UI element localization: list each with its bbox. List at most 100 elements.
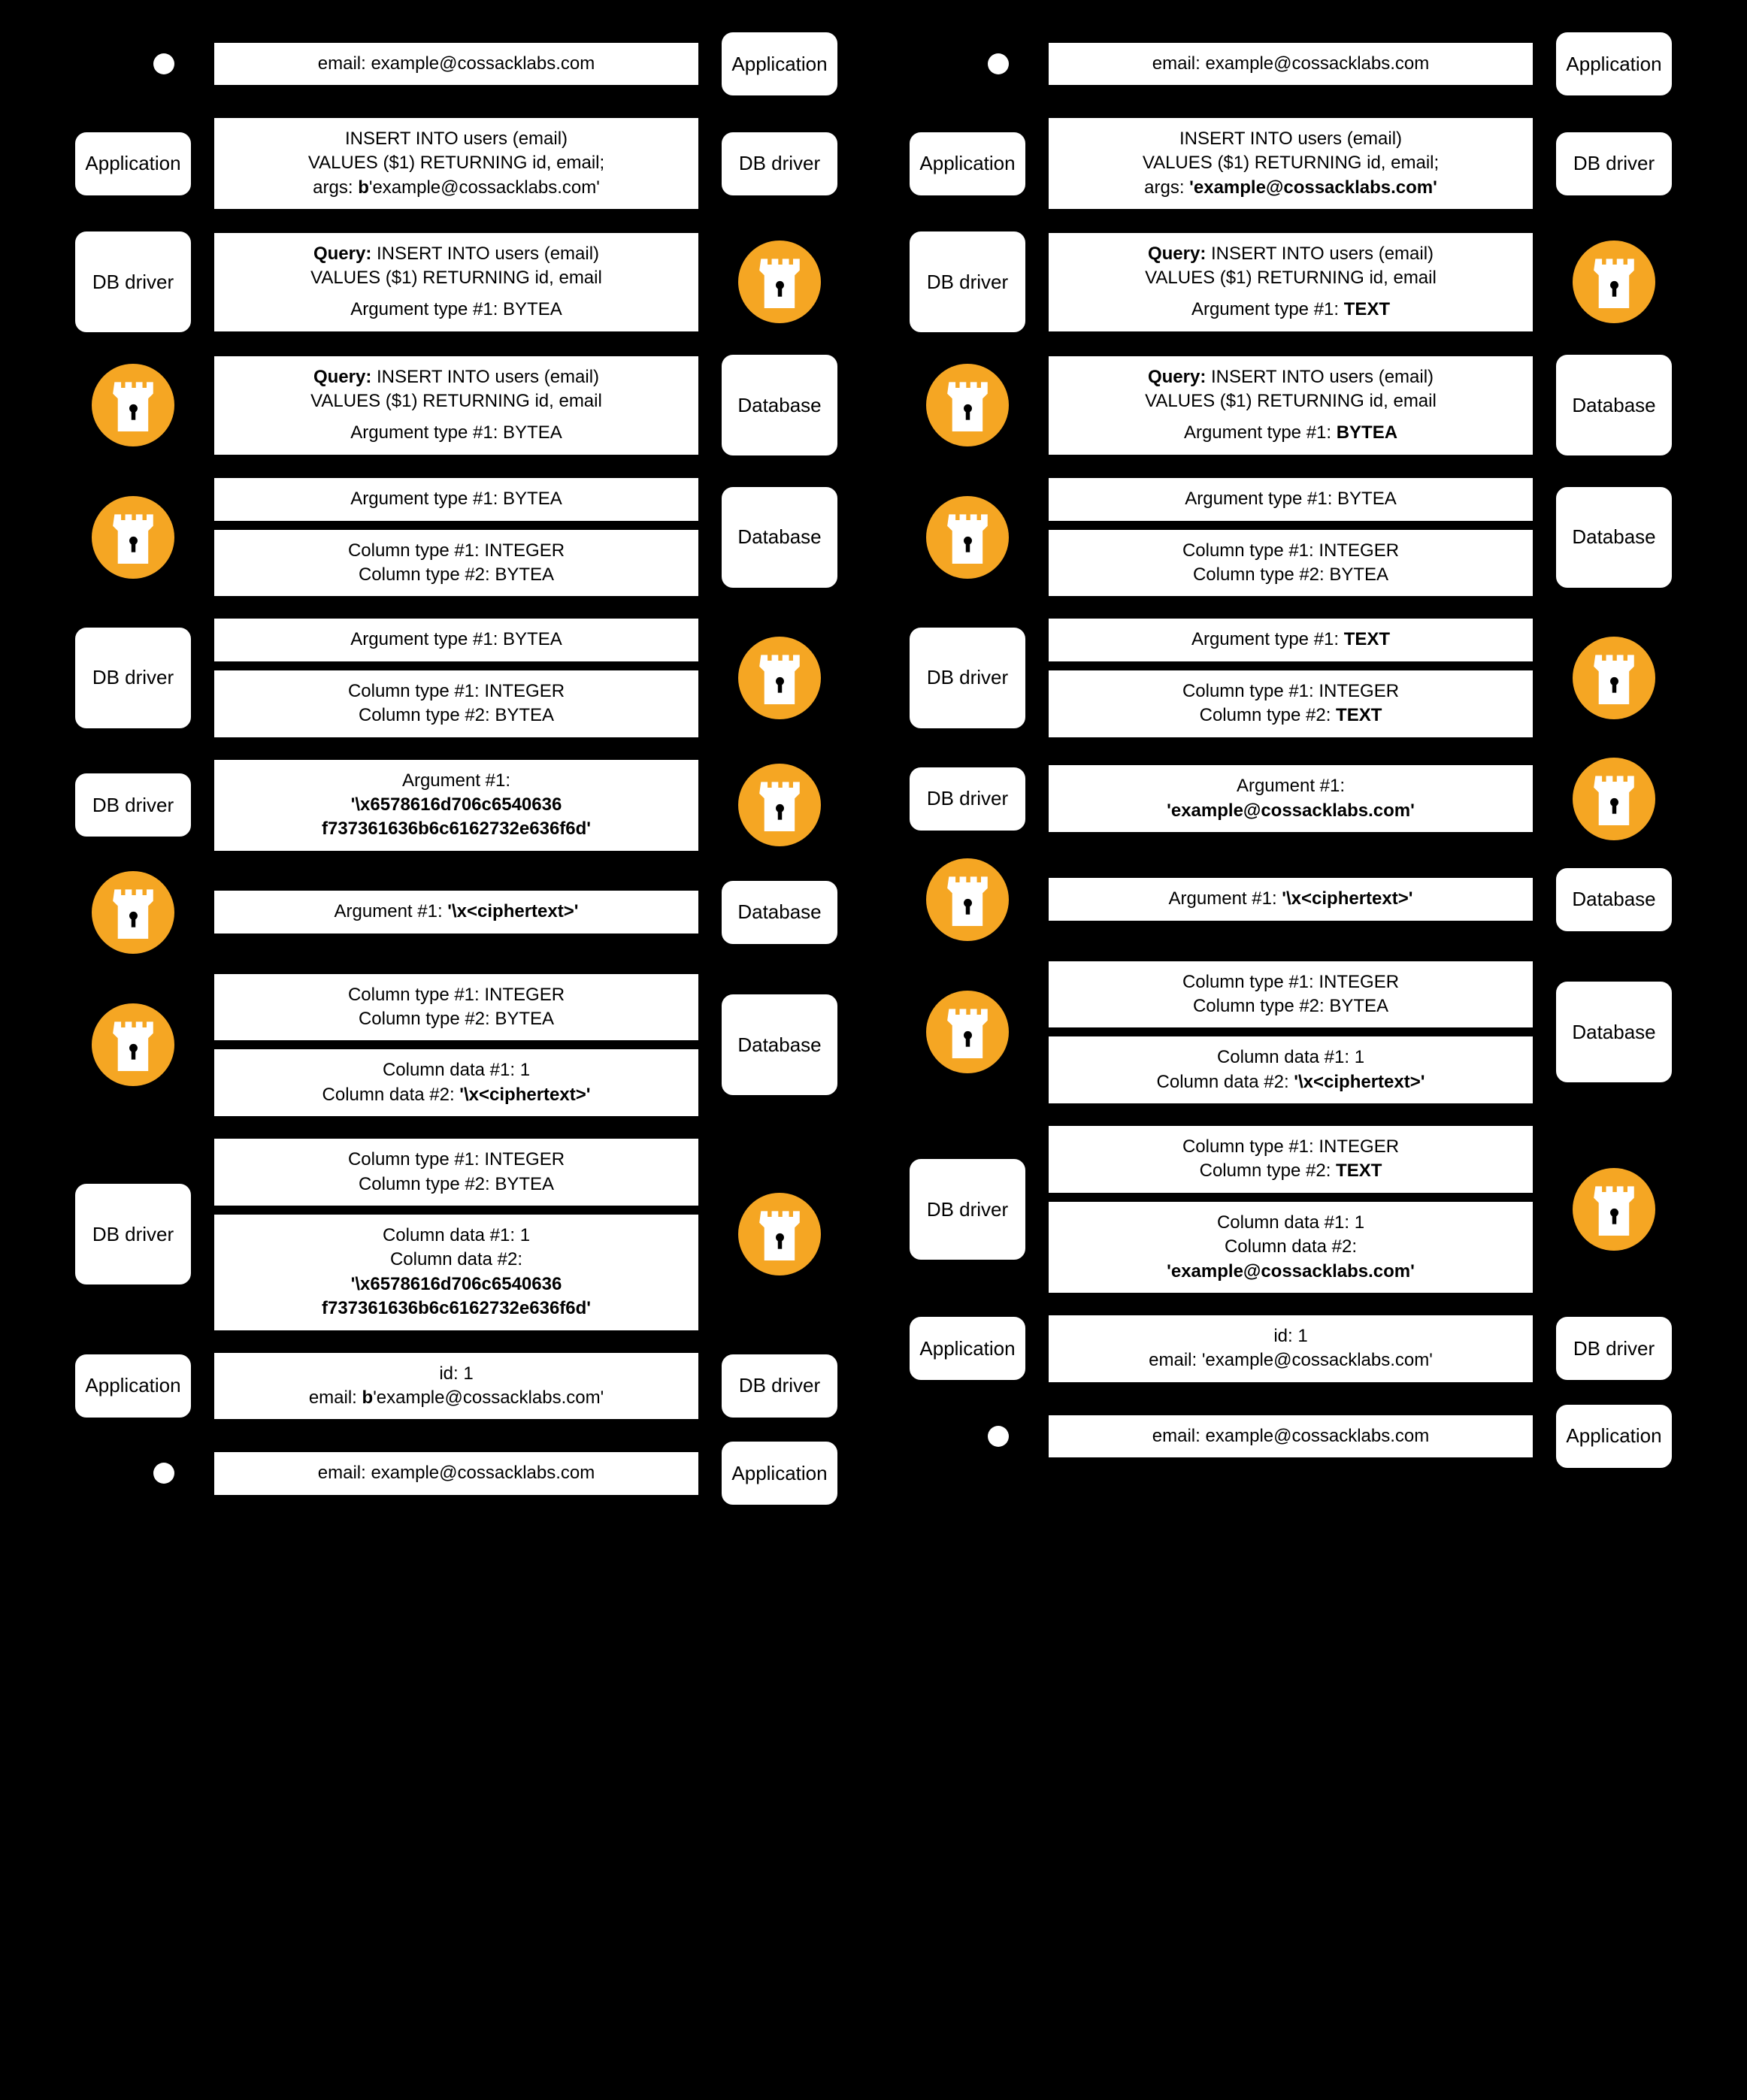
message-line: Query: INSERT INTO users (email) [1148,365,1434,389]
actor-label: Application [1554,30,1674,98]
message-line: Query: INSERT INTO users (email) [313,365,599,389]
message-line: email: example@cossacklabs.com [318,1461,595,1485]
actor-tile: Application [716,30,843,98]
actor-label: DB driver [73,229,193,334]
message-line: Column type #1: INTEGER [348,539,565,563]
message-line: 'example@cossacklabs.com' [1167,1260,1415,1284]
flow-row: DB driverColumn type #1: INTEGERColumn t… [69,1136,843,1332]
message-box: Column data #1: 1Column data #2: '\x<cip… [1046,1034,1535,1106]
flow-row: Argument type #1: BYTEAColumn type #1: I… [69,476,843,598]
message-line: '\x6578616d706c6540636 [351,1272,562,1297]
message-line: Argument type #1: BYTEA [1185,487,1396,511]
actor-label: Application [1554,1403,1674,1470]
message-line: Column type #2: TEXT [1200,1159,1382,1183]
castle-icon [1594,256,1635,308]
flow-row: Applicationid: 1email: b'example@cossack… [69,1351,843,1422]
acra-node [69,364,197,446]
actor-label: Database [719,992,840,1097]
message-stack: Column type #1: INTEGERColumn type #2: B… [212,1136,701,1332]
actor-label: DB driver [907,1157,1028,1262]
message-line: Column type #2: BYTEA [1193,563,1388,587]
flow-row: DB driver Argument type #1: TEXT Column ty… [904,616,1678,739]
flow-row: email: example@cossacklabs.comApplicatio… [904,30,1678,98]
message-box: Query: INSERT INTO users (email)VALUES (… [1046,231,1535,334]
message-box: Argument #1: '\x<ciphertext>' [212,888,701,935]
message-box: Query: INSERT INTO users (email)VALUES (… [212,231,701,334]
message-box: Column type #1: INTEGERColumn type #2: T… [1046,668,1535,740]
flow-row: DB driverArgument #1:'\x6578616d706c6540… [69,758,843,853]
message-line: args: b'example@cossacklabs.com' [313,176,600,200]
actor-tile: Application [716,1439,843,1507]
message-line: Column data #2: [390,1248,522,1272]
message-line: VALUES ($1) RETURNING id, email; [308,151,604,175]
message-stack: Argument #1: '\x<ciphertext>' [212,888,701,935]
actor-tile: Application [69,1352,197,1420]
message-line: Column type #1: INTEGER [1182,1135,1399,1159]
actor-label: Application [73,1352,193,1420]
actor-label: Application [907,1315,1028,1382]
flow-dot [904,53,1031,74]
flow-row: email: example@cossacklabs.com Applicatio… [69,1439,843,1507]
message-line: Argument #1: '\x<ciphertext>' [1169,887,1413,911]
message-line: VALUES ($1) RETURNING id, email [1145,266,1437,290]
actor-tile: DB driver [69,771,197,839]
actor-tile: DB driver [904,625,1031,731]
acra-node [69,496,197,579]
message-line: id: 1 [1273,1324,1307,1348]
message-line: f737361636b6c6162732e636f6d' [322,817,591,841]
message-line: args: 'example@cossacklabs.com' [1144,176,1437,200]
message-box: Column data #1: 1Column data #2:'\x65786… [212,1212,701,1333]
message-box: Column type #1: INTEGERColumn type #2: T… [1046,1124,1535,1195]
actor-label: DB driver [719,130,840,198]
actor-label: Database [1554,353,1674,458]
message-line: '\x6578616d706c6540636 [351,793,562,817]
actor-tile: Application [1550,30,1678,98]
message-stack: Argument type #1: BYTEAColumn type #1: I… [1046,476,1535,598]
message-line: Column data #1: 1 [383,1224,530,1248]
message-stack: Argument type #1: BYTEAColumn type #1: I… [212,476,701,598]
message-stack: Argument #1:'\x6578616d706c6540636f73736… [212,758,701,853]
flow-column-right: email: example@cossacklabs.comApplicatio… [904,30,1678,1507]
message-stack: INSERT INTO users (email)VALUES ($1) RET… [212,116,701,211]
message-box: INSERT INTO users (email)VALUES ($1) RET… [212,116,701,211]
actor-label: Application [907,130,1028,198]
message-box: Column type #1: INTEGERColumn type #2: B… [1046,959,1535,1030]
message-line: Argument type #1: TEXT [1191,298,1390,322]
actor-tile: Database [716,353,843,458]
message-line: VALUES ($1) RETURNING id, email [310,266,602,290]
actor-label: Application [73,130,193,198]
message-line: VALUES ($1) RETURNING id, email; [1143,151,1439,175]
actor-tile: Application [904,130,1031,198]
message-box: Argument type #1: TEXT [1046,616,1535,663]
castle-icon [947,379,989,431]
message-stack: Query: INSERT INTO users (email)VALUES (… [212,231,701,334]
flow-row: DB driverQuery: INSERT INTO users (email… [904,229,1678,334]
message-box: Column data #1: 1Column data #2:'example… [1046,1200,1535,1295]
acra-node [716,764,843,846]
actor-tile: DB driver [904,229,1031,334]
message-box: Argument #1:'\x6578616d706c6540636f73736… [212,758,701,853]
actor-tile: Application [69,130,197,198]
castle-icon [1594,773,1635,825]
castle-icon [113,511,154,564]
message-line: Argument #1: [402,769,510,793]
actor-label: Database [719,879,840,946]
message-line: Column data #2: [1225,1235,1357,1259]
message-stack: Column type #1: INTEGERColumn type #2: B… [212,972,701,1119]
message-stack: INSERT INTO users (email)VALUES ($1) RET… [1046,116,1535,211]
message-line: Column type #1: INTEGER [348,679,565,704]
message-line: Column type #2: BYTEA [1193,994,1388,1018]
actor-tile: DB driver [1550,130,1678,198]
castle-icon [113,886,154,939]
message-stack: Argument #1: '\x<ciphertext>' [1046,876,1535,922]
flow-row: Argument #1: '\x<ciphertext>' Database [69,871,843,954]
flow-row: email: example@cossacklabs.comApplicatio… [904,1403,1678,1470]
flow-row: Query: INSERT INTO users (email)VALUES (… [69,353,843,458]
actor-tile: Application [1550,1403,1678,1470]
castle-icon [947,1006,989,1058]
message-line: Column data #2: '\x<ciphertext>' [1157,1070,1425,1094]
acra-node [69,1003,197,1086]
actor-tile: Application [904,1315,1031,1382]
actor-label: DB driver [907,625,1028,731]
flow-row: Column type #1: INTEGERColumn type #2: B… [69,972,843,1119]
